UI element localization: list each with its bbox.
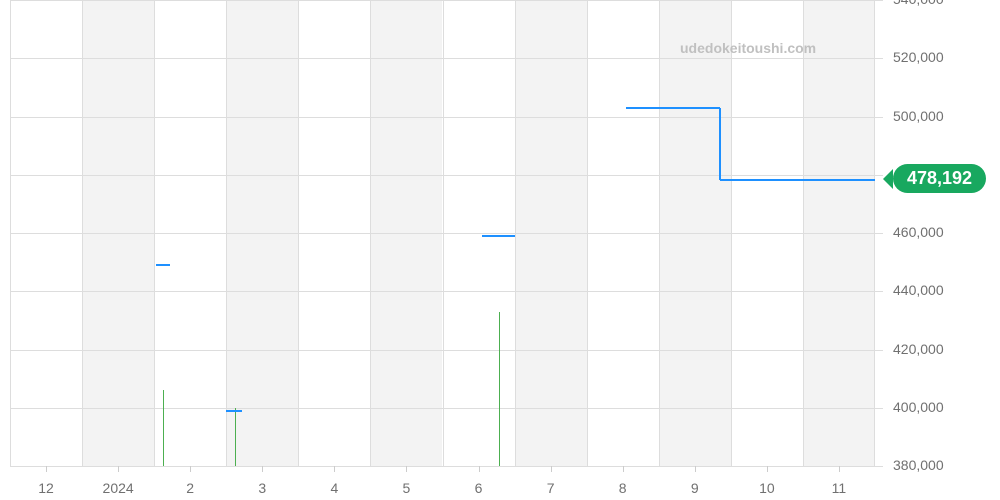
horizontal-gridline	[10, 408, 875, 409]
horizontal-gridline	[10, 350, 875, 351]
x-tick-mark	[551, 466, 552, 472]
x-tick-label: 12	[38, 480, 54, 496]
horizontal-gridline	[10, 117, 875, 118]
y-tick-label: 440,000	[893, 282, 944, 298]
horizontal-gridline	[10, 175, 875, 176]
x-tick-label: 6	[475, 480, 483, 496]
y-tick-label: 460,000	[893, 224, 944, 240]
y-tick-mark	[875, 350, 883, 351]
volume-bar	[499, 312, 500, 466]
y-tick-label: 380,000	[893, 457, 944, 473]
price-line-segment	[720, 179, 875, 181]
y-tick-mark	[875, 117, 883, 118]
x-tick-label: 2	[186, 480, 194, 496]
x-tick-mark	[262, 466, 263, 472]
x-tick-mark	[118, 466, 119, 472]
horizontal-gridline	[10, 466, 875, 467]
x-tick-mark	[190, 466, 191, 472]
x-tick-mark	[839, 466, 840, 472]
current-value-text: 478,192	[907, 168, 972, 189]
price-line-segment	[226, 410, 242, 412]
x-tick-label: 5	[403, 480, 411, 496]
price-line-vertical	[719, 108, 721, 180]
y-tick-label: 520,000	[893, 49, 944, 65]
x-tick-label: 9	[691, 480, 699, 496]
y-tick-label: 500,000	[893, 108, 944, 124]
x-tick-mark	[623, 466, 624, 472]
x-tick-mark	[46, 466, 47, 472]
price-line-segment	[482, 235, 514, 237]
x-tick-mark	[479, 466, 480, 472]
x-tick-label: 4	[330, 480, 338, 496]
y-tick-mark	[875, 233, 883, 234]
horizontal-gridline	[10, 0, 875, 1]
volume-bar	[163, 390, 164, 466]
y-tick-mark	[875, 0, 883, 1]
y-tick-label: 420,000	[893, 341, 944, 357]
watermark: udedokeitoushi.com	[680, 40, 816, 56]
y-tick-mark	[875, 175, 883, 176]
x-tick-label: 10	[759, 480, 775, 496]
price-line-segment	[156, 264, 170, 266]
plot-area	[10, 0, 875, 466]
horizontal-gridline	[10, 233, 875, 234]
x-tick-mark	[406, 466, 407, 472]
y-tick-mark	[875, 466, 883, 467]
horizontal-gridline	[10, 58, 875, 59]
x-tick-mark	[767, 466, 768, 472]
y-tick-mark	[875, 58, 883, 59]
y-tick-mark	[875, 408, 883, 409]
volume-bar	[235, 408, 236, 466]
price-line-segment	[626, 107, 720, 109]
x-tick-label: 3	[258, 480, 266, 496]
y-tick-label: 540,000	[893, 0, 944, 7]
x-tick-label: 11	[832, 480, 847, 496]
y-tick-mark	[875, 291, 883, 292]
x-tick-label: 8	[619, 480, 627, 496]
y-tick-label: 400,000	[893, 399, 944, 415]
x-tick-label: 2024	[103, 480, 134, 496]
x-tick-mark	[695, 466, 696, 472]
price-chart: udedokeitoushi.com 380,000 400,000 420,000…	[0, 0, 1000, 500]
horizontal-gridline	[10, 291, 875, 292]
x-tick-mark	[334, 466, 335, 472]
x-tick-label: 7	[547, 480, 555, 496]
current-value-badge: 478,192	[893, 164, 986, 193]
